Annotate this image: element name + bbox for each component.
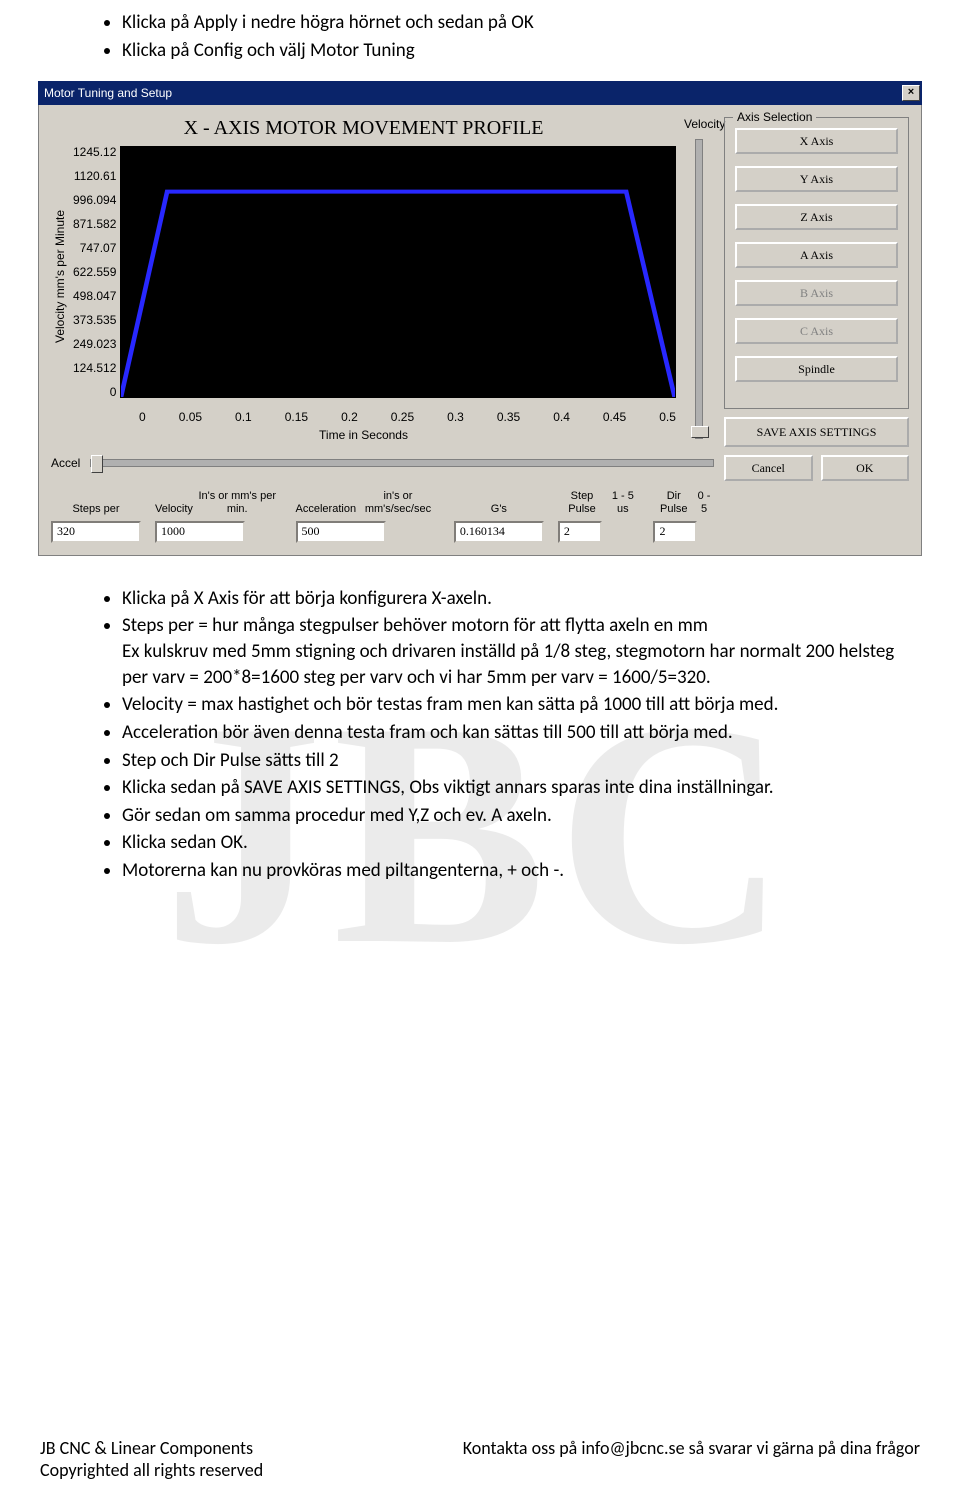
window-title: Motor Tuning and Setup	[44, 87, 172, 99]
x-axis-ticks: 0 0.05 0.1 0.15 0.2 0.25 0.3 0.35 0.4 0.…	[139, 406, 676, 424]
y-tick: 871.582	[73, 218, 116, 230]
step-pulse-label: Step Pulse 1 - 5 us	[558, 490, 640, 516]
x-tick: 0.05	[179, 410, 202, 424]
x-tick: 0.15	[285, 410, 308, 424]
bullet: Motorerna kan nu provköras med piltangen…	[122, 858, 900, 884]
c-axis-button[interactable]: C Axis	[735, 318, 898, 344]
ok-button[interactable]: OK	[821, 455, 910, 481]
accel-slider-label: Accel	[51, 456, 80, 470]
velocity-slider-label: Velocity	[684, 117, 714, 131]
velocity-slider[interactable]	[695, 139, 703, 439]
x-tick: 0.2	[341, 410, 358, 424]
bullet: Klicka på Apply i nedre högra hörnet och…	[122, 10, 900, 36]
x-tick: 0.45	[603, 410, 626, 424]
accel-slider[interactable]	[90, 459, 714, 467]
z-axis-button[interactable]: Z Axis	[735, 204, 898, 230]
x-tick: 0.5	[659, 410, 676, 424]
x-tick: 0.25	[391, 410, 414, 424]
bullet: Step och Dir Pulse sätts till 2	[122, 748, 900, 774]
acceleration-input[interactable]	[296, 521, 386, 543]
x-tick: 0	[139, 410, 146, 424]
axis-selection-group: Axis Selection X Axis Y Axis Z Axis A Ax…	[724, 117, 909, 409]
bullet: Steps per = hur många stegpulser behöver…	[122, 613, 900, 690]
x-tick: 0.3	[447, 410, 464, 424]
bullet: Klicka sedan på SAVE AXIS SETTINGS, Obs …	[122, 775, 900, 801]
bullet: Gör sedan om samma procedur med Y,Z och …	[122, 803, 900, 829]
group-title: Axis Selection	[733, 110, 816, 124]
velocity-input[interactable]	[155, 521, 245, 543]
x-axis-label: Time in Seconds	[51, 428, 676, 442]
y-tick: 747.07	[73, 242, 116, 254]
steps-per-input[interactable]	[51, 521, 141, 543]
dir-pulse-input[interactable]	[653, 521, 697, 543]
spindle-button[interactable]: Spindle	[735, 356, 898, 382]
bullet: Velocity = max hastighet och bör testas …	[122, 692, 900, 718]
profile-plot	[120, 146, 676, 398]
page-footer: JB CNC & Linear Components Copyrighted a…	[40, 1437, 920, 1481]
footer-copyright: Copyrighted all rights reserved	[40, 1459, 340, 1481]
y-tick: 1120.61	[73, 170, 116, 182]
slider-thumb[interactable]	[691, 426, 709, 438]
slider-thumb[interactable]	[91, 455, 103, 473]
a-axis-button[interactable]: A Axis	[735, 242, 898, 268]
cancel-button[interactable]: Cancel	[724, 455, 813, 481]
velocity-profile-line	[121, 192, 675, 397]
x-tick: 0.1	[235, 410, 252, 424]
y-tick: 622.559	[73, 266, 116, 278]
y-axis-label: Velocity mm's per Minute	[51, 146, 69, 406]
footer-contact: Kontakta oss på info@jbcnc.se så svarar …	[463, 1437, 920, 1481]
footer-company: JB CNC & Linear Components	[40, 1437, 340, 1459]
steps-per-label: Steps per	[51, 491, 141, 517]
bullet: Acceleration bör även denna testa fram o…	[122, 720, 900, 746]
close-icon[interactable]: ×	[902, 85, 920, 101]
y-axis-ticks: 1245.12 1120.61 996.094 871.582 747.07 6…	[69, 146, 120, 398]
bullet: Klicka på Config och välj Motor Tuning	[122, 38, 900, 64]
gs-label: G's	[454, 491, 544, 517]
y-axis-button[interactable]: Y Axis	[735, 166, 898, 192]
bullet: Klicka sedan OK.	[122, 830, 900, 856]
x-axis-button[interactable]: X Axis	[735, 128, 898, 154]
bullet: Klicka på X Axis för att börja konfigure…	[122, 586, 900, 612]
top-bullets: Klicka på Apply i nedre högra hörnet och…	[0, 0, 960, 75]
acceleration-label: Acceleration in's or mm's/sec/sec	[296, 490, 440, 516]
dir-pulse-label: Dir Pulse 0 - 5	[653, 490, 714, 516]
titlebar: Motor Tuning and Setup ×	[38, 81, 922, 105]
step-pulse-input[interactable]	[558, 521, 602, 543]
y-tick: 996.094	[73, 194, 116, 206]
y-tick: 498.047	[73, 290, 116, 302]
x-tick: 0.4	[553, 410, 570, 424]
y-tick: 0	[73, 386, 116, 398]
b-axis-button[interactable]: B Axis	[735, 280, 898, 306]
save-axis-settings-button[interactable]: SAVE AXIS SETTINGS	[724, 417, 909, 447]
instruction-bullets: Klicka på X Axis för att börja konfigure…	[0, 576, 960, 896]
gs-input[interactable]	[454, 521, 544, 543]
chart-title: X - AXIS MOTOR MOVEMENT PROFILE	[51, 117, 676, 140]
x-tick: 0.35	[497, 410, 520, 424]
dialog-body: X - AXIS MOTOR MOVEMENT PROFILE Velocity…	[38, 105, 922, 555]
motor-tuning-dialog: Motor Tuning and Setup × X - AXIS MOTOR …	[38, 81, 922, 555]
velocity-label: Velocity In's or mm's per min.	[155, 490, 282, 516]
y-tick: 124.512	[73, 362, 116, 374]
y-tick: 1245.12	[73, 146, 116, 158]
y-tick: 249.023	[73, 338, 116, 350]
y-tick: 373.535	[73, 314, 116, 326]
